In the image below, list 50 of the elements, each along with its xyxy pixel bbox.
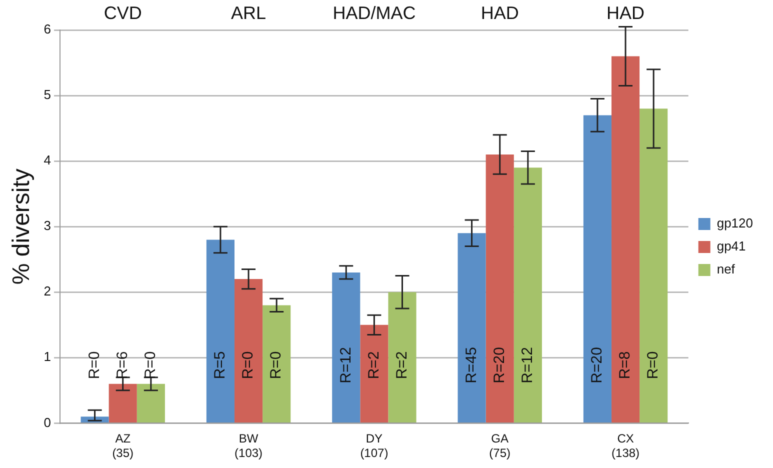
x-tick-label: DY (107) — [360, 432, 388, 460]
annotation: R=6 — [114, 351, 132, 380]
bar — [640, 108, 668, 422]
y-tick-label: 2 — [44, 284, 52, 299]
x-tick-label: GA (75) — [489, 432, 511, 460]
bar — [234, 279, 263, 422]
annotation: R=5 — [212, 351, 229, 380]
legend-label: gp41 — [716, 238, 746, 254]
text: HAD — [606, 2, 645, 23]
bar — [136, 384, 165, 422]
annotation: R=0 — [240, 351, 257, 380]
bar — [514, 168, 542, 422]
annotation: R=8 — [616, 351, 634, 380]
y-tick-label: 5 — [44, 87, 52, 102]
legend-label: nef — [716, 262, 736, 277]
annotation: R=0 — [86, 351, 103, 380]
annotation: R=0 — [268, 351, 285, 380]
bar — [108, 384, 137, 422]
annotation: R=0 — [644, 351, 662, 380]
annotation: R=12 — [337, 347, 354, 384]
x-tick-label: AZ (35) — [112, 432, 134, 460]
annotation: R=20 — [588, 347, 606, 384]
x-tick-label: BW (103) — [234, 432, 263, 460]
text: ARL — [231, 2, 266, 23]
text: HAD/MAC — [332, 2, 416, 23]
annotation: R=2 — [365, 351, 382, 380]
annotation: R=2 — [393, 351, 410, 380]
legend-label: gp120 — [716, 216, 754, 231]
annotation: R=20 — [490, 347, 508, 384]
y-tick-label: 4 — [44, 152, 52, 168]
y-tick-label: 0 — [44, 414, 52, 430]
bar — [262, 305, 291, 422]
bar — [486, 154, 514, 422]
bar — [611, 56, 640, 422]
bar — [583, 115, 612, 422]
text: HAD — [480, 2, 519, 23]
bar — [206, 240, 234, 422]
annotation: R=45 — [462, 347, 480, 384]
bar — [388, 292, 416, 422]
bar — [360, 324, 388, 422]
text: CVD — [104, 2, 142, 23]
annotation: R=0 — [142, 351, 160, 380]
y-axis-title: % diversity — [8, 168, 36, 285]
y-tick-label: 3 — [44, 218, 52, 234]
bar — [458, 233, 486, 422]
bar — [332, 272, 360, 422]
annotation: R=12 — [519, 347, 536, 384]
y-tick-label: 6 — [44, 22, 52, 37]
x-tick-label: CX (138) — [612, 432, 640, 460]
y-tick-label: 1 — [44, 349, 52, 364]
